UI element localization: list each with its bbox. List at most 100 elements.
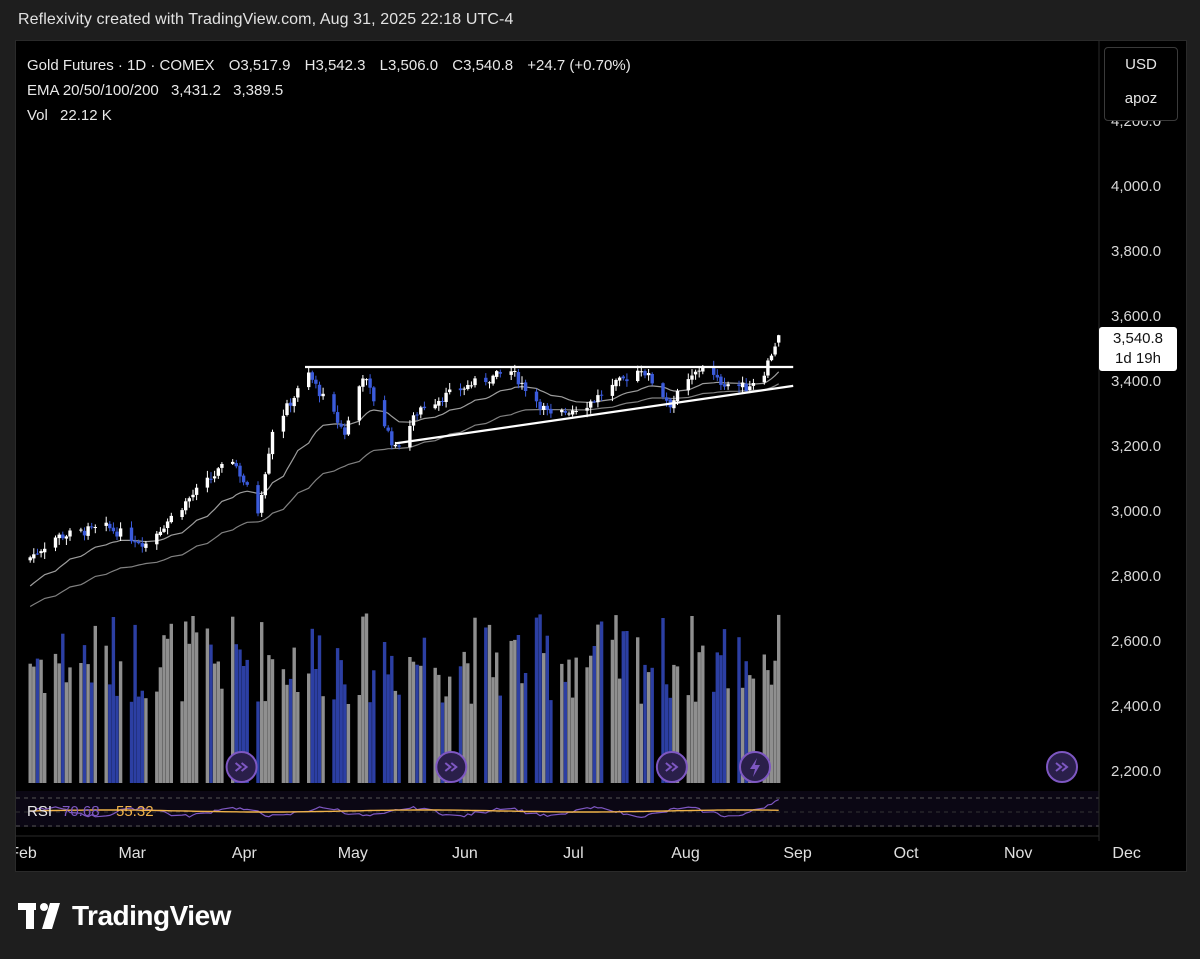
volume-bar — [650, 667, 654, 783]
candle-body — [589, 401, 593, 408]
currency-menu[interactable]: USD apoz — [1104, 47, 1178, 121]
volume-bar — [570, 697, 575, 783]
volume-bar — [419, 665, 423, 783]
volume-bar — [563, 681, 568, 783]
rsi-value: 70.68 — [62, 803, 100, 820]
volume-bar — [390, 655, 394, 783]
candle-body — [639, 371, 643, 373]
volume-bar — [737, 637, 741, 783]
candle-body — [748, 386, 752, 390]
candle-body — [516, 372, 521, 385]
volume-bar — [567, 659, 571, 783]
volume-bar — [744, 661, 748, 783]
volume-bar — [585, 667, 589, 783]
volume-bar — [368, 702, 372, 783]
volume-bar — [589, 655, 593, 783]
candle-body — [411, 415, 416, 426]
candle-body — [321, 393, 325, 397]
volume-bar — [245, 659, 249, 783]
candle-body — [386, 427, 390, 431]
candle-body — [697, 370, 701, 372]
candle-body — [393, 444, 398, 447]
volume-bar — [433, 667, 437, 783]
y-tick-label: 4,000.0 — [1111, 178, 1161, 195]
volume-bar — [238, 649, 242, 783]
volume-bar — [310, 628, 314, 783]
volume-bar — [86, 664, 90, 783]
candle-body — [636, 370, 640, 381]
candle-body — [650, 374, 654, 384]
volume-bar — [115, 695, 119, 783]
candle-body — [332, 394, 336, 412]
volume-bar — [610, 639, 615, 783]
candle-body — [574, 411, 578, 412]
candle-body — [473, 378, 477, 386]
candle-body — [596, 395, 600, 403]
candle-body — [28, 557, 32, 561]
candle-body — [184, 501, 188, 511]
candle-body — [599, 394, 604, 396]
volume-bar — [191, 616, 195, 783]
candle-body — [339, 423, 343, 427]
trendline-support — [395, 384, 794, 445]
chart-panel[interactable]: RSI 70.68 55.32 2,200.0 2,400.0 2,600.0 2,800… — [15, 40, 1187, 872]
volume-bar — [184, 621, 188, 783]
candle-body — [719, 376, 723, 385]
candle-body — [241, 475, 246, 483]
candle-body — [35, 553, 40, 555]
volume-bar — [748, 675, 752, 783]
candle-body — [212, 476, 217, 479]
volume-bar — [263, 701, 267, 783]
candle-body — [288, 402, 293, 406]
volume-bar — [292, 647, 296, 783]
candle-body — [234, 463, 238, 467]
candle-body — [205, 477, 210, 488]
x-tick-label: Aug — [671, 845, 699, 862]
candle-body — [155, 533, 159, 545]
candle-body — [343, 427, 347, 435]
volume-bar — [321, 696, 325, 783]
candle-body — [744, 383, 748, 392]
candle-body — [90, 526, 94, 528]
volume-bar — [90, 682, 94, 783]
volume-bar — [165, 638, 170, 783]
candle-body — [285, 403, 289, 415]
volume-bar — [137, 696, 141, 783]
volume-bar — [462, 651, 466, 783]
volume-bar — [617, 678, 622, 783]
volume-bar — [212, 663, 217, 783]
candle-body — [523, 382, 528, 391]
volume-bar — [108, 684, 112, 783]
candle-body — [646, 373, 651, 376]
earnings-flash-icon — [739, 751, 771, 783]
candle-body — [495, 371, 499, 377]
candle-body — [625, 379, 629, 382]
candle-body — [762, 375, 766, 383]
price-chart[interactable]: RSI 70.68 55.32 2,200.0 2,400.0 2,600.0 2,800… — [16, 41, 1186, 871]
candle-body — [534, 391, 539, 402]
candle-body — [542, 405, 546, 410]
volume-bar — [614, 615, 618, 783]
candle-body — [364, 379, 369, 381]
candle-body — [314, 379, 318, 384]
volume-bar — [382, 642, 387, 783]
tradingview-logo[interactable]: TradingView — [18, 897, 231, 935]
candle-body — [256, 485, 260, 514]
currency-label[interactable]: USD — [1125, 56, 1157, 73]
candle-body — [231, 461, 235, 464]
candle-body — [549, 408, 553, 414]
candle-body — [715, 374, 719, 378]
bar-countdown: 1d 19h — [1115, 350, 1161, 367]
volume-bar — [415, 664, 419, 783]
candle-body — [563, 411, 568, 413]
candle-body — [307, 372, 311, 388]
volume-bar — [307, 673, 311, 783]
volume-bar — [766, 670, 770, 783]
volume-bar — [596, 624, 600, 783]
volume-bar — [777, 614, 781, 783]
user-label[interactable]: apoz — [1124, 90, 1158, 107]
volume-bar — [220, 688, 224, 783]
dividend-marker-icon — [435, 751, 468, 783]
volume-bar — [372, 670, 376, 783]
volume-bar — [205, 628, 210, 783]
